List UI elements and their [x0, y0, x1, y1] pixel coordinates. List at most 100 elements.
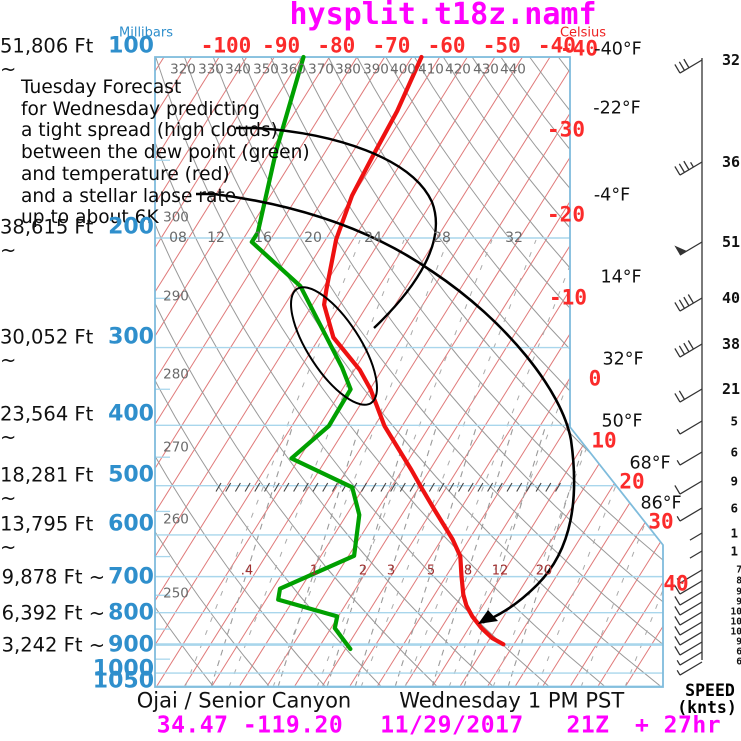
- altitude-label: 3,242 Ft ~: [1, 633, 106, 657]
- altitude-label: 51,806 Ft ~: [0, 34, 94, 81]
- wind-speed-value: 9: [736, 636, 741, 648]
- altitude-label: 13,795 Ft ~: [0, 512, 94, 559]
- mixing-ratio-label: 1: [309, 563, 319, 579]
- wind-speed-value: 6: [730, 500, 738, 516]
- wind-barb: [674, 591, 703, 606]
- theta-label: 360: [280, 61, 306, 78]
- wind-speed-value: 9: [736, 596, 741, 608]
- right-celsius-tick: -20: [547, 202, 585, 227]
- moist-adiabat-label: 24: [364, 230, 382, 246]
- pressure-row: 13,795 Ft ~ 600: [0, 511, 154, 558]
- mixing-ratio-label: .4: [240, 563, 254, 579]
- theta-label: 420: [445, 61, 471, 78]
- top-celsius-tick: -50: [482, 33, 521, 58]
- dew_point-trace: [249, 54, 362, 652]
- theta-label: 290: [163, 288, 189, 305]
- wind-speed-value: 1: [730, 525, 738, 541]
- wind-barb: [674, 480, 703, 495]
- top-celsius-tick: -70: [372, 33, 411, 58]
- pressure-row: 3,242 Ft ~900: [2, 632, 154, 657]
- pressure-label: 200: [108, 214, 154, 240]
- right-celsius-tick: 10: [591, 428, 617, 453]
- moist-adiabat-label: 32: [505, 230, 523, 246]
- altitude-label: 38,615 Ft ~: [0, 215, 94, 262]
- tight-spread-ellipse: [290, 286, 378, 406]
- pressure-row: 18,281 Ft ~ 500: [0, 462, 154, 509]
- annotation-line: up to about 6K: [21, 207, 159, 229]
- wind-barb: [689, 532, 703, 541]
- theta-label: 300: [163, 209, 189, 226]
- pressure-row: 1050: [90, 669, 154, 694]
- pressure-row: 38,615 Ft ~ 200: [0, 215, 154, 262]
- wind-speed-value: 10: [730, 606, 741, 618]
- pressure-row: 51,806 Ft ~ 100: [0, 34, 154, 81]
- altitude-label: 6,392 Ft ~: [1, 601, 106, 625]
- fahrenheit-tick: -4°F: [593, 185, 631, 206]
- wind-barb: [674, 294, 703, 312]
- pressure-label: 1000: [92, 656, 154, 682]
- high-clouds-leader-curve: [236, 126, 438, 329]
- theta-label: 370: [308, 61, 334, 78]
- forecast-date: 11/29/2017: [380, 712, 524, 739]
- wind-barb: [676, 569, 703, 584]
- altitude-label: 9,878 Ft ~: [1, 565, 106, 589]
- wind-barb: [674, 601, 703, 616]
- moist-adiabat-label: 28: [433, 230, 451, 246]
- theta-label: 380: [335, 61, 361, 78]
- wind-barb: [689, 550, 703, 559]
- fahrenheit-tick: -22°F: [593, 98, 641, 119]
- wind-barb: [674, 621, 703, 636]
- wind-speed-label: SPEED: [685, 680, 735, 700]
- pressure-label: 900: [108, 632, 154, 658]
- pressure-label: 400: [108, 401, 154, 427]
- annotation-line: between the dew point (green): [21, 142, 310, 164]
- mixing-ratio-label: 2: [358, 563, 368, 579]
- forecast-time: 1 PM PST: [527, 688, 625, 713]
- mixing-ratio-label: 20: [535, 563, 553, 579]
- model-cycle: 21Z: [566, 712, 610, 739]
- wind-barb: [674, 631, 703, 646]
- annotation-line: for Wednesday predicting: [21, 98, 260, 120]
- wind-barb: [676, 451, 703, 466]
- top-celsius-tick: -40: [537, 33, 576, 58]
- wind-units-label: (knts): [677, 697, 737, 717]
- altitude-label: 23,564 Ft ~: [0, 402, 94, 449]
- right-celsius-tick: -30: [547, 117, 585, 142]
- theta-label: 350: [253, 61, 279, 78]
- wind-barb: [674, 580, 703, 595]
- wind-barb: [674, 340, 703, 358]
- fahrenheit-tick: 32°F: [602, 349, 644, 370]
- pressure-row: 23,564 Ft ~ 400: [0, 402, 154, 449]
- altitude-label: 30,052 Ft ~: [0, 325, 94, 372]
- right-celsius-tick: 30: [648, 509, 674, 534]
- wind-speed-value: 51: [721, 233, 740, 251]
- fahrenheit-tick: 50°F: [601, 411, 643, 432]
- pressure-row: 9,878 Ft ~700: [2, 564, 154, 589]
- wind-barb: [676, 661, 703, 676]
- theta-label: 390: [363, 61, 389, 78]
- wind-speed-value: 21: [721, 380, 740, 398]
- top-celsius-tick: -90: [262, 33, 301, 58]
- wind-barb: [674, 611, 703, 626]
- theta-label: 340: [225, 61, 251, 78]
- wind-barb: [674, 641, 703, 656]
- right-celsius-tick: 20: [619, 469, 645, 494]
- pressure-label: 1050: [92, 668, 154, 694]
- celsius-axis-label: Celsius: [559, 25, 607, 41]
- pressure-label: 300: [108, 324, 154, 350]
- wind-speed-value: 1: [730, 543, 738, 559]
- fahrenheit-tick: 86°F: [640, 493, 682, 514]
- theta-label: 430: [473, 61, 499, 78]
- wind-speed-value: 6: [736, 656, 741, 668]
- lapse-rate-leader-curve: [196, 192, 576, 621]
- millibars-axis-label: Millibars: [119, 25, 173, 41]
- pressure-label: 100: [108, 33, 154, 59]
- annotation-arrowhead: [478, 610, 498, 624]
- station-coordinates: 34.47 -119.20: [156, 712, 344, 739]
- theta-label: 280: [163, 366, 189, 383]
- pressure-row: 30,052 Ft ~ 300: [0, 324, 154, 371]
- wind-barb: [674, 388, 703, 403]
- fahrenheit-tick: 14°F: [600, 267, 642, 288]
- annotation-line: and a stellar lapse rate: [21, 185, 237, 207]
